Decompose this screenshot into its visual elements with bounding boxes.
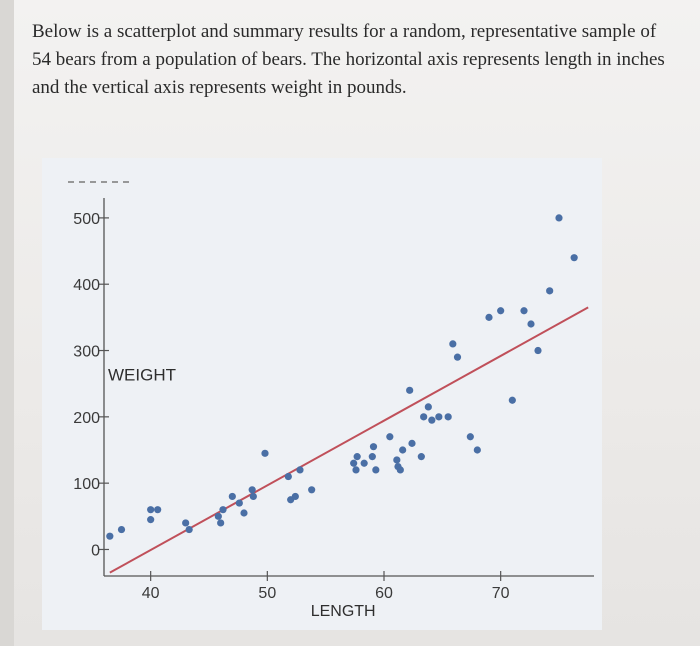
data-point (369, 443, 378, 451)
data-point (240, 509, 248, 517)
data-point (555, 214, 563, 222)
scatter-chart: 0 100 200 300 400 500 40 50 60 70 WEIGHT LENGTH (42, 158, 602, 630)
data-point (350, 459, 358, 467)
data-point (435, 413, 443, 421)
data-point (406, 386, 414, 394)
data-point (154, 506, 162, 514)
data-point (214, 512, 222, 520)
data-point (182, 519, 190, 527)
data-point (386, 433, 394, 441)
data-point (368, 453, 376, 461)
data-point (497, 307, 505, 315)
data-point (417, 453, 425, 461)
y-tick-label: 400 (73, 277, 100, 294)
data-point (570, 254, 578, 262)
page: Below is a scatterplot and summary resul… (14, 0, 700, 646)
data-point (235, 499, 243, 507)
x-tick-label: 50 (258, 585, 276, 602)
data-point (396, 466, 404, 474)
x-tick-label: 70 (492, 585, 510, 602)
data-point (106, 532, 114, 540)
chart-background (42, 158, 602, 630)
x-axis-title: LENGTH (311, 603, 376, 620)
data-point (534, 346, 542, 355)
data-point (527, 320, 535, 328)
y-tick-label: 500 (73, 211, 100, 228)
x-tick-label: 40 (142, 585, 160, 602)
data-point (228, 492, 236, 501)
chart-figure: 0 100 200 300 400 500 40 50 60 70 WEIGHT LENGTH (42, 158, 602, 630)
data-point (399, 446, 407, 454)
data-point (249, 492, 257, 501)
data-point (546, 287, 554, 295)
data-point (473, 446, 481, 454)
data-point (117, 525, 126, 534)
data-point (449, 340, 457, 348)
data-point (360, 459, 368, 467)
y-axis-title: WEIGHT (108, 366, 176, 385)
x-tick-label: 60 (375, 585, 393, 602)
data-point (466, 433, 474, 441)
data-point (261, 449, 269, 457)
data-point (353, 453, 361, 461)
data-point (147, 506, 155, 514)
data-point (453, 353, 462, 361)
data-point (248, 486, 256, 494)
data-point (291, 492, 299, 501)
data-point (185, 525, 193, 534)
data-point (444, 413, 452, 421)
data-point (308, 486, 316, 494)
data-point (217, 519, 225, 527)
y-tick-label: 300 (73, 344, 100, 361)
intro-paragraph: Below is a scatterplot and summary resul… (32, 21, 665, 98)
data-point (296, 466, 304, 474)
data-point (352, 466, 360, 474)
data-point (372, 466, 380, 474)
data-point (420, 413, 428, 421)
y-tick-label: 200 (73, 410, 100, 427)
data-point (520, 307, 528, 315)
data-point (219, 506, 227, 514)
data-point (508, 396, 516, 404)
data-point (408, 439, 416, 447)
data-point (428, 416, 436, 424)
data-point (147, 516, 155, 524)
data-point (424, 403, 432, 411)
y-tick-label: 0 (91, 542, 100, 559)
y-tick-label: 100 (73, 476, 100, 493)
data-point (485, 313, 493, 321)
data-point (284, 472, 292, 481)
data-point (393, 456, 401, 464)
